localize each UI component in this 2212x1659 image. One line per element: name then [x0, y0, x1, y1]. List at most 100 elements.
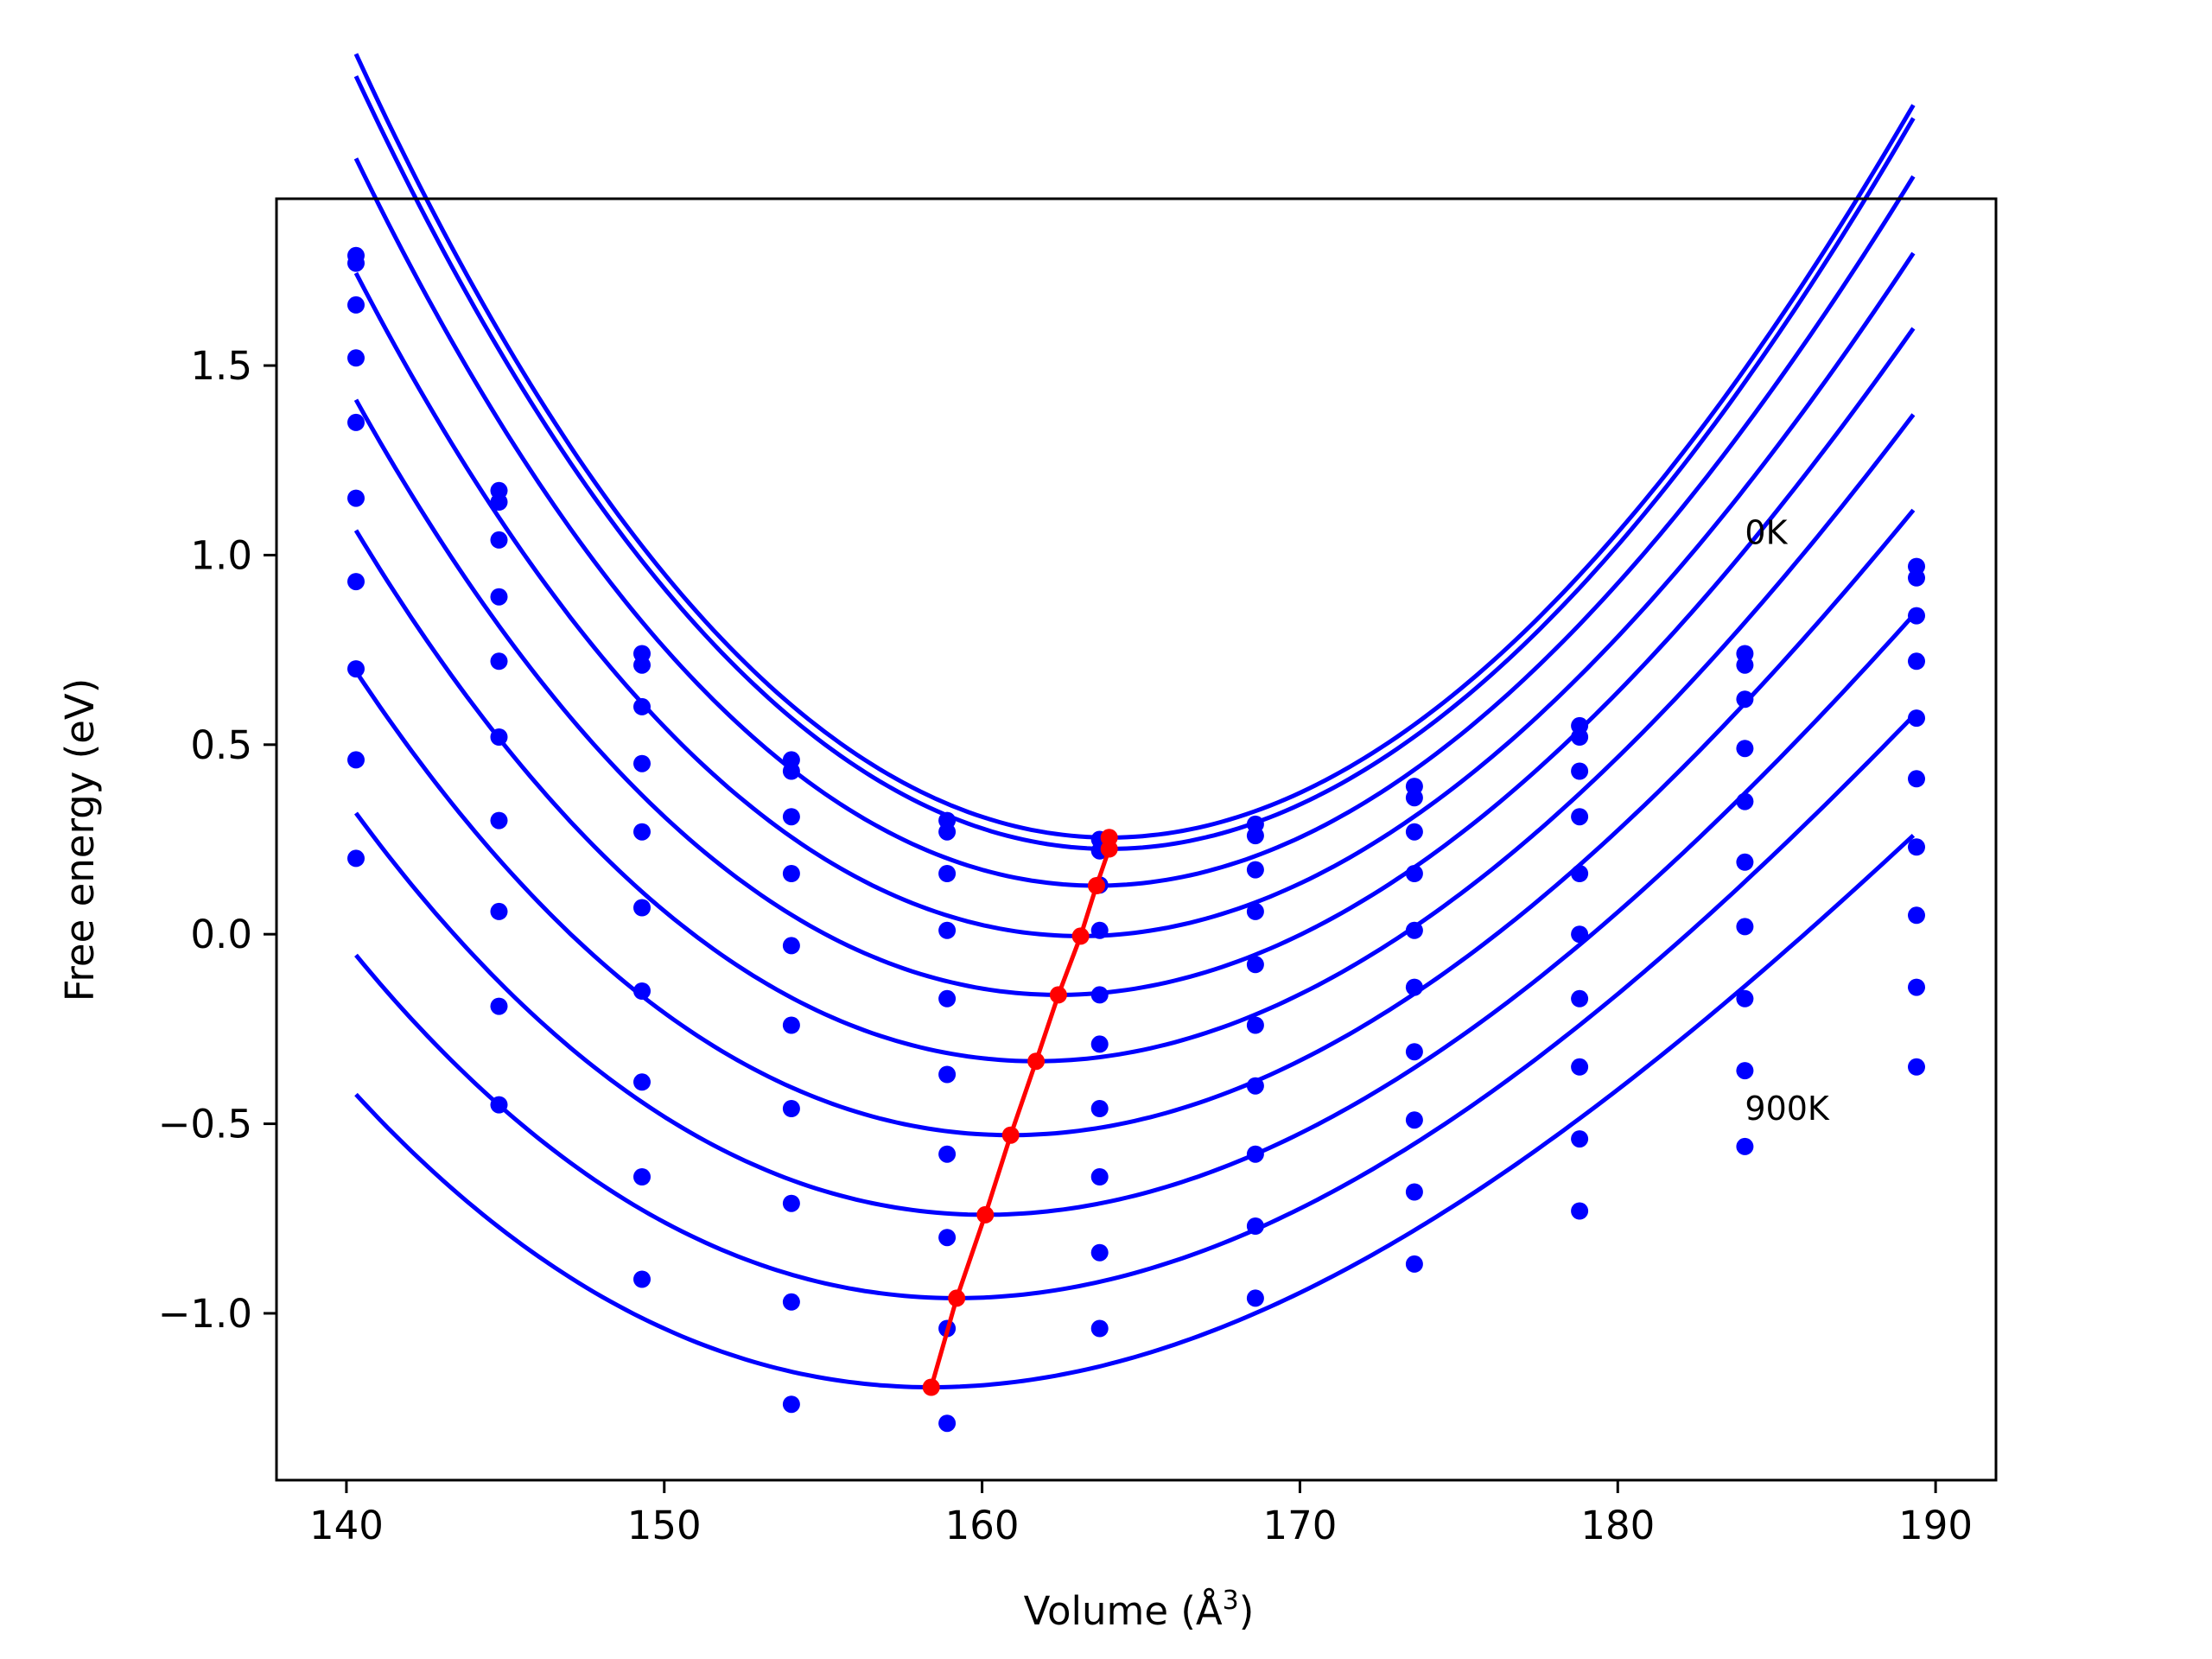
x-tick-label: 150: [627, 1503, 702, 1548]
data-point: [1736, 690, 1754, 709]
data-point: [1736, 1137, 1754, 1155]
fit-curves: [353, 53, 1916, 1389]
data-point: [1571, 1058, 1589, 1076]
minimum-point: [1100, 840, 1118, 858]
annotations: 0K 900K: [1745, 513, 1830, 1128]
fit-curve-1: [353, 75, 1916, 852]
data-point: [938, 1065, 957, 1084]
data-point: [633, 899, 651, 917]
data-point: [490, 652, 508, 671]
data-point: [633, 982, 651, 1000]
data-point: [1246, 902, 1264, 920]
data-point: [938, 1229, 957, 1247]
data-point: [347, 751, 365, 769]
data-point: [1405, 1111, 1423, 1129]
minima-path: [929, 837, 1112, 1389]
data-point: [1736, 853, 1754, 871]
curve-annotation: 900K: [1745, 1090, 1830, 1128]
x-tick-label: 160: [945, 1503, 1020, 1548]
data-point: [1908, 770, 1925, 788]
data-point: [1246, 1145, 1264, 1163]
minimum-point: [1027, 1052, 1046, 1071]
data-point: [782, 1100, 800, 1117]
fit-curve-8: [354, 714, 1916, 1300]
minimum-point: [976, 1205, 995, 1224]
data-point: [1405, 921, 1423, 939]
data-point: [1736, 740, 1754, 758]
data-point: [1908, 607, 1925, 625]
data-point: [1571, 925, 1589, 944]
data-point: [1736, 918, 1754, 936]
data-point: [782, 808, 800, 826]
data-point: [1405, 978, 1423, 996]
data-point: [1908, 652, 1925, 671]
data-point: [347, 296, 365, 314]
data-point: [347, 573, 365, 591]
data-point: [347, 849, 365, 868]
data-point: [490, 493, 508, 511]
x-tick-label: 180: [1580, 1503, 1655, 1548]
minima-line: [922, 829, 1118, 1396]
minimum-point: [948, 1289, 966, 1307]
plot-frame: [275, 197, 1998, 1482]
data-point: [490, 531, 508, 549]
data-point: [633, 1270, 651, 1288]
data-point: [1246, 1016, 1264, 1034]
data-point: [1736, 792, 1754, 810]
data-point: [1571, 762, 1589, 780]
data-point: [633, 1073, 651, 1091]
data-point: [1090, 1168, 1109, 1185]
minimum-point: [1088, 877, 1105, 894]
data-point: [938, 823, 957, 841]
fit-curve-3: [353, 251, 1916, 938]
data-point: [1090, 921, 1109, 939]
data-point: [1908, 1058, 1925, 1076]
data-point: [1908, 709, 1925, 728]
data-point: [347, 413, 365, 431]
data-point: [1405, 1255, 1423, 1273]
data-point: [1246, 1289, 1264, 1307]
data-point: [1405, 865, 1423, 882]
fit-curve-9: [354, 833, 1916, 1389]
y-tick-label: 0.0: [190, 912, 252, 957]
data-point: [633, 1168, 651, 1185]
data-point: [633, 656, 651, 674]
y-tick-label: −1.0: [158, 1291, 252, 1337]
y-tick-label: −0.5: [158, 1102, 252, 1147]
data-point: [782, 937, 800, 955]
data-point: [1090, 1319, 1109, 1338]
data-point: [1571, 865, 1589, 882]
minimum-point: [1001, 1126, 1020, 1144]
data-point: [1090, 1035, 1109, 1053]
data-point: [938, 989, 957, 1007]
data-point: [1090, 986, 1109, 1004]
y-tick-label: 1.5: [190, 343, 252, 389]
data-point: [1090, 1100, 1109, 1117]
data-point: [1246, 956, 1264, 974]
data-point: [1736, 656, 1754, 674]
minimum-point: [1071, 927, 1090, 945]
data-points: [347, 246, 1925, 1433]
data-point: [782, 1016, 800, 1034]
data-point: [1246, 1217, 1264, 1235]
data-point: [1571, 1202, 1589, 1220]
y-axis-ticks: −1.0 −0.5 0.0 0.5 1.0 1.5: [158, 343, 276, 1337]
data-point: [1908, 906, 1925, 925]
data-point: [1736, 989, 1754, 1007]
data-point: [1405, 789, 1423, 807]
data-point: [938, 1145, 957, 1163]
data-point: [347, 489, 365, 507]
minimum-point: [922, 1378, 940, 1396]
x-axis-label: Volume (Å3): [1024, 1586, 1255, 1634]
data-point: [490, 811, 508, 830]
x-tick-label: 190: [1898, 1503, 1973, 1548]
x-tick-label: 140: [309, 1503, 384, 1548]
data-point: [1571, 989, 1589, 1007]
data-point: [782, 865, 800, 882]
fit-curve-2: [353, 157, 1916, 888]
data-point: [490, 902, 508, 920]
data-point: [938, 1414, 957, 1433]
data-point: [490, 997, 508, 1015]
data-point: [782, 1293, 800, 1311]
fit-curve-0: [353, 53, 1916, 840]
